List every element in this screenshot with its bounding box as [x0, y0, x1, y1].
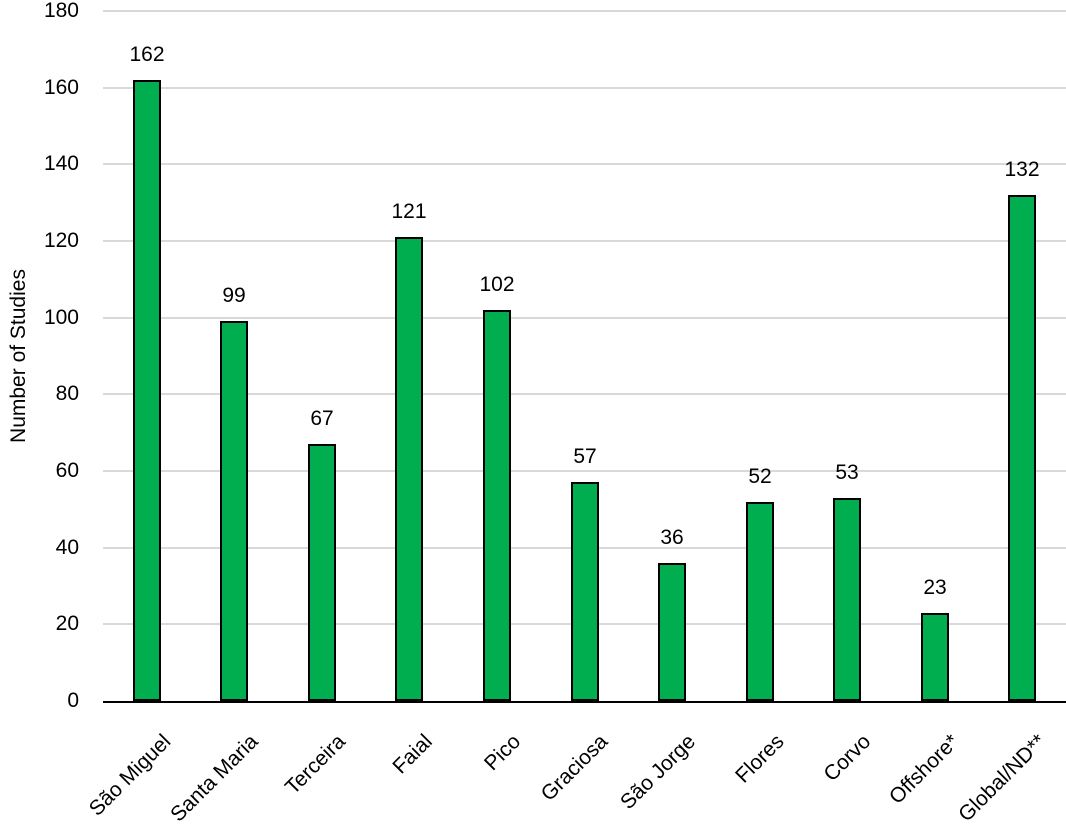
bar	[483, 310, 511, 701]
bar-value-label: 52	[748, 465, 772, 488]
bar	[833, 498, 861, 701]
gridline	[103, 316, 1066, 319]
gridline	[103, 10, 1066, 12]
bar-value-label: 99	[222, 284, 246, 307]
x-axis-tick-label: Terceira	[281, 730, 351, 800]
y-axis-tick-label: 140	[43, 152, 79, 176]
x-axis-tick-label: Faial	[388, 730, 438, 779]
gridline	[103, 470, 1066, 472]
x-axis-tick-label: São Jorge	[616, 730, 701, 814]
x-axis-tick-label: Pico	[480, 730, 526, 776]
bar	[220, 321, 248, 701]
bar-value-label: 102	[479, 273, 515, 296]
bar-value-label: 162	[129, 43, 165, 66]
bar	[658, 563, 686, 701]
x-axis-tick-label: São Miguel	[84, 730, 176, 821]
bar-value-label: 23	[923, 576, 947, 599]
y-axis-tick-label: 40	[55, 535, 79, 559]
bar	[921, 613, 949, 701]
x-axis-tick-label: Graciosa	[536, 730, 613, 806]
y-axis-tick-label: 0	[67, 689, 79, 712]
bar-value-label: 36	[660, 526, 684, 549]
y-axis-tick-label: 20	[55, 612, 79, 636]
y-axis-tick-label: 160	[43, 75, 79, 99]
x-axis-line	[103, 701, 1066, 703]
y-axis-title: Number of Studies	[7, 269, 30, 443]
y-axis-tick-label: 60	[55, 459, 79, 482]
bar	[746, 502, 774, 701]
x-axis-tick-label: Corvo	[819, 730, 876, 786]
y-axis-tick-label: 80	[55, 382, 79, 406]
x-axis-tick-label: Offshore*	[884, 730, 964, 809]
bar	[1008, 195, 1036, 701]
bar	[395, 237, 423, 701]
y-axis-tick-label: 180	[43, 0, 79, 22]
x-axis-tick-label: Global/ND**	[953, 730, 1051, 827]
gridline	[103, 163, 1066, 166]
gridline	[103, 86, 1066, 89]
gridline	[103, 393, 1066, 396]
x-axis-tick-label: Flores	[730, 730, 789, 788]
bar-value-label: 57	[573, 445, 597, 468]
bar	[308, 444, 336, 701]
bar-value-label: 53	[835, 461, 859, 484]
bar	[571, 482, 599, 701]
x-axis-tick-label: Santa Maria	[165, 730, 263, 827]
bar-value-label: 67	[310, 407, 334, 430]
y-axis-tick-label: 120	[43, 229, 79, 252]
bar-value-label: 121	[391, 200, 427, 223]
bar-value-label: 132	[1004, 158, 1040, 181]
y-axis-tick-label: 100	[43, 305, 79, 329]
gridline	[103, 240, 1066, 242]
bar	[133, 80, 161, 701]
